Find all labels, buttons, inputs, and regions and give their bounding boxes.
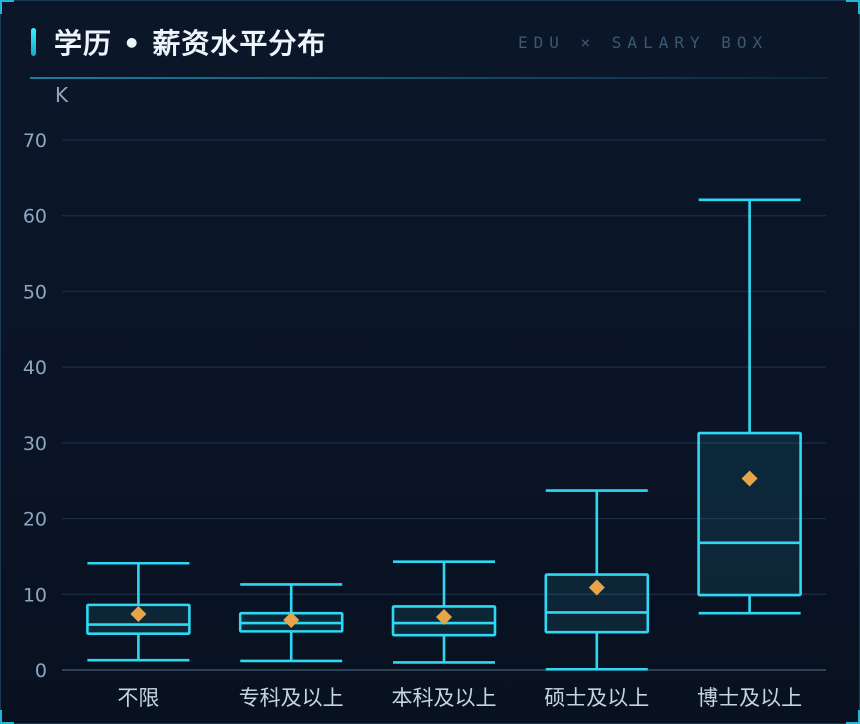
iqr-box (544, 573, 650, 634)
y-tick-label: 50 (23, 281, 47, 303)
x-category-label: 本科及以上 (392, 686, 497, 710)
corner-bottom-right-decoration (846, 710, 860, 724)
mean-marker (130, 605, 147, 622)
chart-title: 学历 • 薪资水平分布 (54, 27, 327, 60)
chart-subtitle: EDU × SALARY BOX (518, 33, 769, 52)
corner-top-right-decoration (846, 0, 860, 14)
x-category-label: 专科及以上 (239, 686, 344, 710)
iqr-box (697, 431, 802, 597)
header-divider (30, 77, 828, 79)
y-tick-label: 70 (23, 130, 47, 152)
corner-bottom-left-decoration (0, 710, 14, 724)
y-tick-label: 40 (23, 357, 47, 379)
title-accent-bar (31, 28, 36, 56)
corner-top-left-decoration (0, 0, 14, 14)
mean-marker (588, 579, 605, 596)
x-category-label: 博士及以上 (697, 686, 802, 710)
x-category-label: 硕士及以上 (544, 686, 649, 710)
mean-marker (283, 612, 300, 629)
y-tick-label: 30 (23, 433, 47, 455)
y-tick-label: 20 (23, 509, 47, 531)
y-tick-label: 0 (35, 660, 47, 682)
mean-marker (741, 470, 758, 487)
y-axis-unit-label: K (55, 83, 69, 107)
y-tick-label: 60 (23, 206, 47, 228)
x-category-label: 不限 (117, 686, 159, 710)
y-tick-label: 10 (23, 584, 47, 606)
mean-marker (436, 609, 452, 625)
